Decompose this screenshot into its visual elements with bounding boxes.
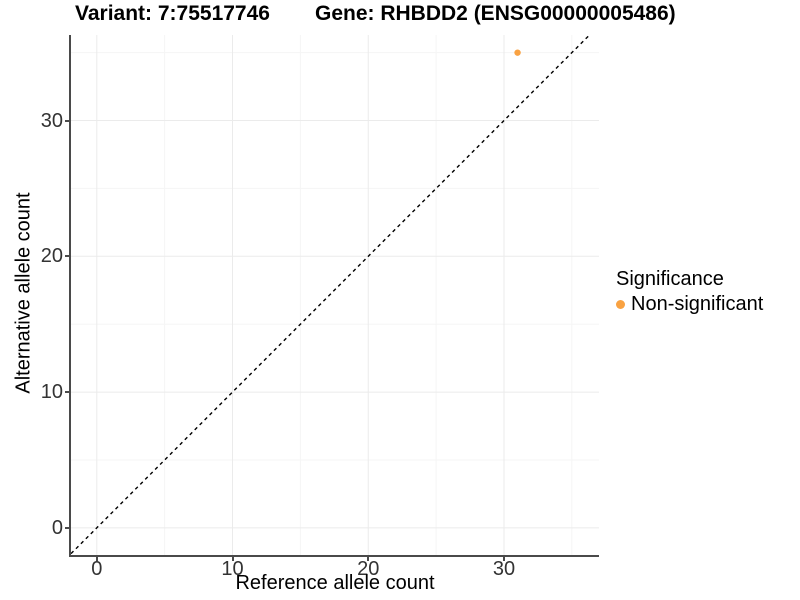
y-tick-label: 20 [40, 245, 63, 268]
y-tick-mark [65, 526, 69, 529]
y-axis-title: Alternative allele count [12, 192, 35, 394]
y-tick-label: 10 [40, 381, 63, 404]
x-tick-label: 30 [492, 558, 516, 580]
y-tick-mark [65, 391, 69, 394]
scatter-plot-canvas [71, 35, 599, 555]
legend-item-label: Non-significant [631, 293, 764, 315]
plot-title-gene: Gene: RHBDD2 (ENSG00000005486) [315, 2, 676, 25]
plot-panel [69, 35, 599, 557]
legend-item: Non-significant [616, 293, 800, 315]
y-tick-label: 0 [51, 516, 63, 539]
x-axis-title: Reference allele count [235, 572, 435, 594]
x-tick-mark [231, 557, 234, 561]
legend: Significance Non-significant [616, 268, 800, 315]
identity-line [71, 35, 590, 555]
x-tick-label: 20 [357, 558, 380, 580]
x-tick-label: 0 [91, 558, 103, 580]
x-tick-label: 10 [221, 558, 244, 580]
legend-title: Significance [616, 268, 724, 290]
y-tick-mark [65, 119, 69, 122]
x-tick-mark [95, 557, 98, 561]
y-tick-label: 30 [40, 109, 63, 132]
legend-point-icon [616, 299, 625, 309]
plot-title-variant: Variant: 7:75517746 [75, 2, 270, 25]
x-tick-mark [367, 557, 370, 561]
legend-items: Non-significant [616, 293, 800, 315]
x-tick-mark [502, 557, 505, 561]
y-tick-mark [65, 255, 69, 258]
data-point [514, 49, 521, 56]
